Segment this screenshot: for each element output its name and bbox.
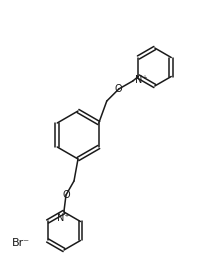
Text: O: O: [62, 190, 69, 200]
Text: N⁺: N⁺: [56, 213, 69, 223]
Text: N⁺: N⁺: [134, 75, 147, 85]
Text: Br⁻: Br⁻: [12, 238, 30, 248]
Text: O: O: [114, 84, 122, 94]
